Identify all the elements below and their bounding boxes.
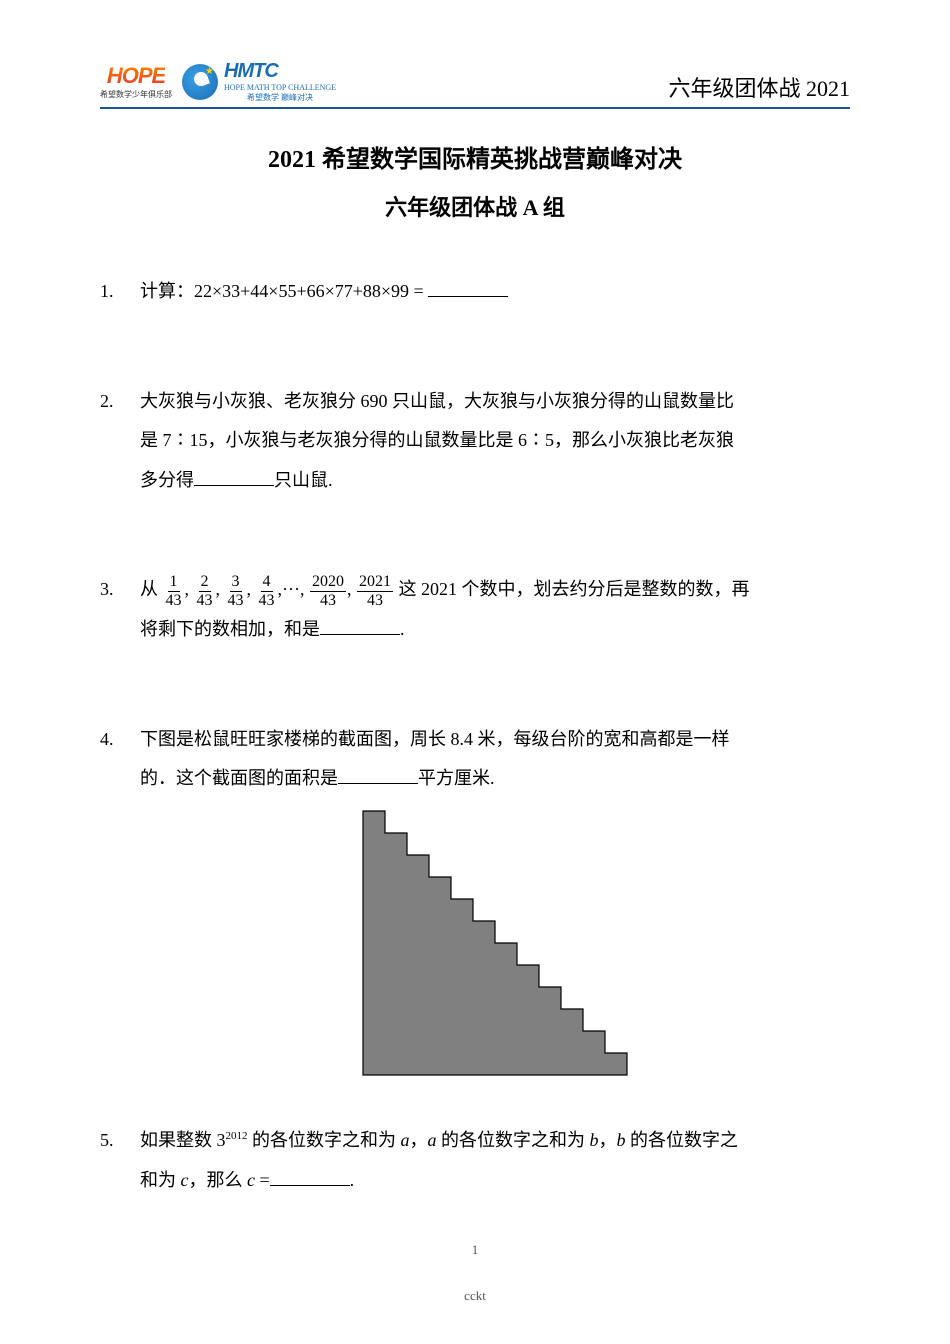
fraction: 243 bbox=[195, 574, 215, 609]
var-c: c bbox=[181, 1170, 189, 1190]
fraction: 443 bbox=[257, 574, 277, 609]
page-number: 1 bbox=[0, 1242, 950, 1258]
answer-blank bbox=[270, 1168, 350, 1186]
answer-blank bbox=[320, 617, 400, 635]
problem-4: 4. 下图是松鼠旺旺家楼梯的截面图，周长 8.4 米，每级台阶的宽和高都是一样 … bbox=[100, 720, 850, 1102]
problem-text: 下图是松鼠旺旺家楼梯的截面图，周长 8.4 米，每级台阶的宽和高都是一样 bbox=[140, 729, 730, 749]
problem-text: 如果整数 3 bbox=[140, 1130, 226, 1150]
hope-logo-sub: 希望数学少年俱乐部 bbox=[100, 89, 172, 100]
answer-blank bbox=[338, 766, 418, 784]
footer-watermark: cckt bbox=[0, 1288, 950, 1304]
hmtc-logo-icon bbox=[182, 64, 218, 100]
hmtc-logo: HMTC HOPE MATH TOP CHALLENGE 希望数学 巅峰对决 bbox=[182, 60, 336, 103]
problem-text: 计算：22×33+44×55+66×77+88×99 = bbox=[140, 281, 428, 301]
logo-group: HOPE 希望数学少年俱乐部 HMTC HOPE MATH TOP CHALLE… bbox=[100, 60, 336, 103]
problem-3: 3. 从 143, 243, 343, 443,···, 202043, 202… bbox=[100, 570, 850, 649]
var-b: b bbox=[617, 1130, 626, 1150]
problem-number: 5. bbox=[100, 1121, 140, 1200]
problem-2: 2. 大灰狼与小灰狼、老灰狼分 690 只山鼠，大灰狼与小灰狼分得的山鼠数量比 … bbox=[100, 382, 850, 501]
problem-text: 将剩下的数相加，和是 bbox=[140, 619, 320, 639]
problem-text: 多分得 bbox=[140, 470, 194, 490]
var-c: c bbox=[247, 1170, 255, 1190]
problem-text: 的．这个截面图的面积是 bbox=[140, 768, 338, 788]
problem-text: 是 7∶15，小灰狼与老灰狼分得的山鼠数量比是 6∶5，那么小灰狼比老灰狼 bbox=[140, 430, 734, 450]
problem-1: 1. 计算：22×33+44×55+66×77+88×99 = bbox=[100, 272, 850, 312]
problem-text: 只山鼠. bbox=[274, 470, 333, 490]
var-a: a bbox=[428, 1130, 437, 1150]
problem-text: ， bbox=[410, 1130, 428, 1150]
problem-body: 如果整数 32012 的各位数字之和为 a，a 的各位数字之和为 b，b 的各位… bbox=[140, 1121, 850, 1200]
exponent: 2012 bbox=[226, 1130, 248, 1142]
problem-body: 计算：22×33+44×55+66×77+88×99 = bbox=[140, 272, 850, 312]
problem-text: . bbox=[400, 619, 405, 639]
problem-text: 和为 bbox=[140, 1170, 181, 1190]
page-footer: 1 cckt bbox=[0, 1242, 950, 1304]
problem-text: 这 2021 个数中，划去约分后是整数的数，再 bbox=[398, 579, 749, 599]
problem-text: 的各位数字之 bbox=[626, 1130, 739, 1150]
hmtc-logo-textgroup: HMTC HOPE MATH TOP CHALLENGE 希望数学 巅峰对决 bbox=[224, 60, 336, 103]
answer-blank bbox=[428, 279, 508, 297]
problem-text: 大灰狼与小灰狼、老灰狼分 690 只山鼠，大灰狼与小灰狼分得的山鼠数量比 bbox=[140, 391, 734, 411]
hope-logo: HOPE 希望数学少年俱乐部 bbox=[100, 63, 172, 100]
title-main: 2021 希望数学国际精英挑战营巅峰对决 bbox=[100, 139, 850, 174]
var-b: b bbox=[590, 1130, 599, 1150]
header-right-text: 六年级团体战 2021 bbox=[668, 71, 850, 103]
problem-number: 4. bbox=[100, 720, 140, 1102]
fraction: 143 bbox=[164, 574, 184, 609]
title-sub: 六年级团体战 A 组 bbox=[100, 190, 850, 222]
fraction: 202043 bbox=[310, 574, 346, 609]
problem-5: 5. 如果整数 32012 的各位数字之和为 a，a 的各位数字之和为 b，b … bbox=[100, 1121, 850, 1200]
problem-text: 平方厘米. bbox=[418, 768, 495, 788]
page-header: HOPE 希望数学少年俱乐部 HMTC HOPE MATH TOP CHALLE… bbox=[100, 60, 850, 109]
problem-text: ， bbox=[599, 1130, 617, 1150]
problem-text: 的各位数字之和为 bbox=[437, 1130, 590, 1150]
hmtc-logo-sub2: 希望数学 巅峰对决 bbox=[224, 92, 336, 103]
problem-text: ，那么 bbox=[189, 1170, 248, 1190]
problem-text: 的各位数字之和为 bbox=[248, 1130, 401, 1150]
problem-body: 从 143, 243, 343, 443,···, 202043, 202143… bbox=[140, 570, 850, 649]
hope-logo-text: HOPE bbox=[107, 63, 165, 89]
var-a: a bbox=[401, 1130, 410, 1150]
problem-text: = bbox=[255, 1170, 270, 1190]
fraction: 343 bbox=[226, 574, 246, 609]
staircase-svg bbox=[361, 809, 629, 1077]
staircase-figure bbox=[140, 809, 850, 1092]
fraction: 202143 bbox=[357, 574, 393, 609]
problem-number: 2. bbox=[100, 382, 140, 501]
hmtc-logo-title: HMTC bbox=[224, 60, 336, 83]
hmtc-logo-sub1: HOPE MATH TOP CHALLENGE bbox=[224, 83, 336, 92]
problem-text: 从 bbox=[140, 579, 158, 599]
problem-text: . bbox=[350, 1170, 355, 1190]
problem-body: 下图是松鼠旺旺家楼梯的截面图，周长 8.4 米，每级台阶的宽和高都是一样 的．这… bbox=[140, 720, 850, 1102]
problem-number: 3. bbox=[100, 570, 140, 649]
ellipsis: ,···, bbox=[278, 579, 305, 599]
answer-blank bbox=[194, 468, 274, 486]
problem-number: 1. bbox=[100, 272, 140, 312]
problem-body: 大灰狼与小灰狼、老灰狼分 690 只山鼠，大灰狼与小灰狼分得的山鼠数量比 是 7… bbox=[140, 382, 850, 501]
